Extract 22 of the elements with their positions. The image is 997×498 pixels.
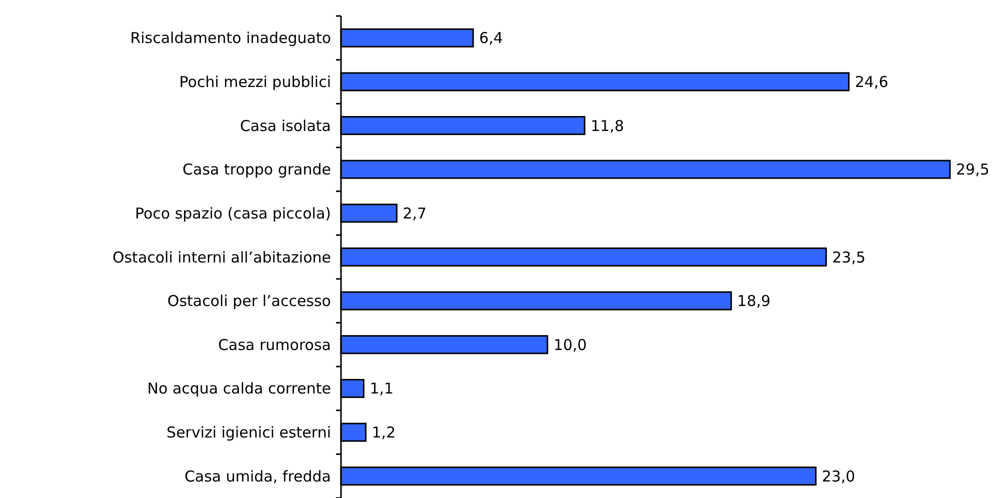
y-tick-label: Poco spazio (casa piccola) xyxy=(134,204,331,222)
data-label: 29,5 xyxy=(956,160,990,179)
y-tick-label: Ostacoli interni all’abitazione xyxy=(112,248,331,266)
y-tick-label: Casa umida, fredda xyxy=(184,467,331,486)
data-label: 18,9 xyxy=(737,292,771,310)
y-tick-label: Casa troppo grande xyxy=(182,160,331,179)
y-tick-label: Casa isolata xyxy=(240,116,331,135)
data-label: 2,7 xyxy=(402,204,427,222)
y-tick-label: Casa rumorosa xyxy=(218,336,331,354)
y-tick-label: Servizi igienici esterni xyxy=(166,424,331,442)
data-label: 11,8 xyxy=(590,116,624,135)
y-tick-label: No acqua calda corrente xyxy=(147,380,331,398)
data-label: 10,0 xyxy=(553,336,587,354)
data-label: 24,6 xyxy=(854,72,888,91)
y-tick-label: Pochi mezzi pubblici xyxy=(179,72,331,91)
y-tick-label: Ostacoli per l’accesso xyxy=(167,292,331,310)
data-label: 6,4 xyxy=(479,29,503,48)
data-label: 23,5 xyxy=(832,248,866,266)
data-label: 1,1 xyxy=(370,380,394,398)
y-tick-label: Riscaldamento inadeguato xyxy=(130,29,331,48)
data-label: 1,2 xyxy=(372,424,396,442)
data-label: 23,0 xyxy=(822,467,856,486)
